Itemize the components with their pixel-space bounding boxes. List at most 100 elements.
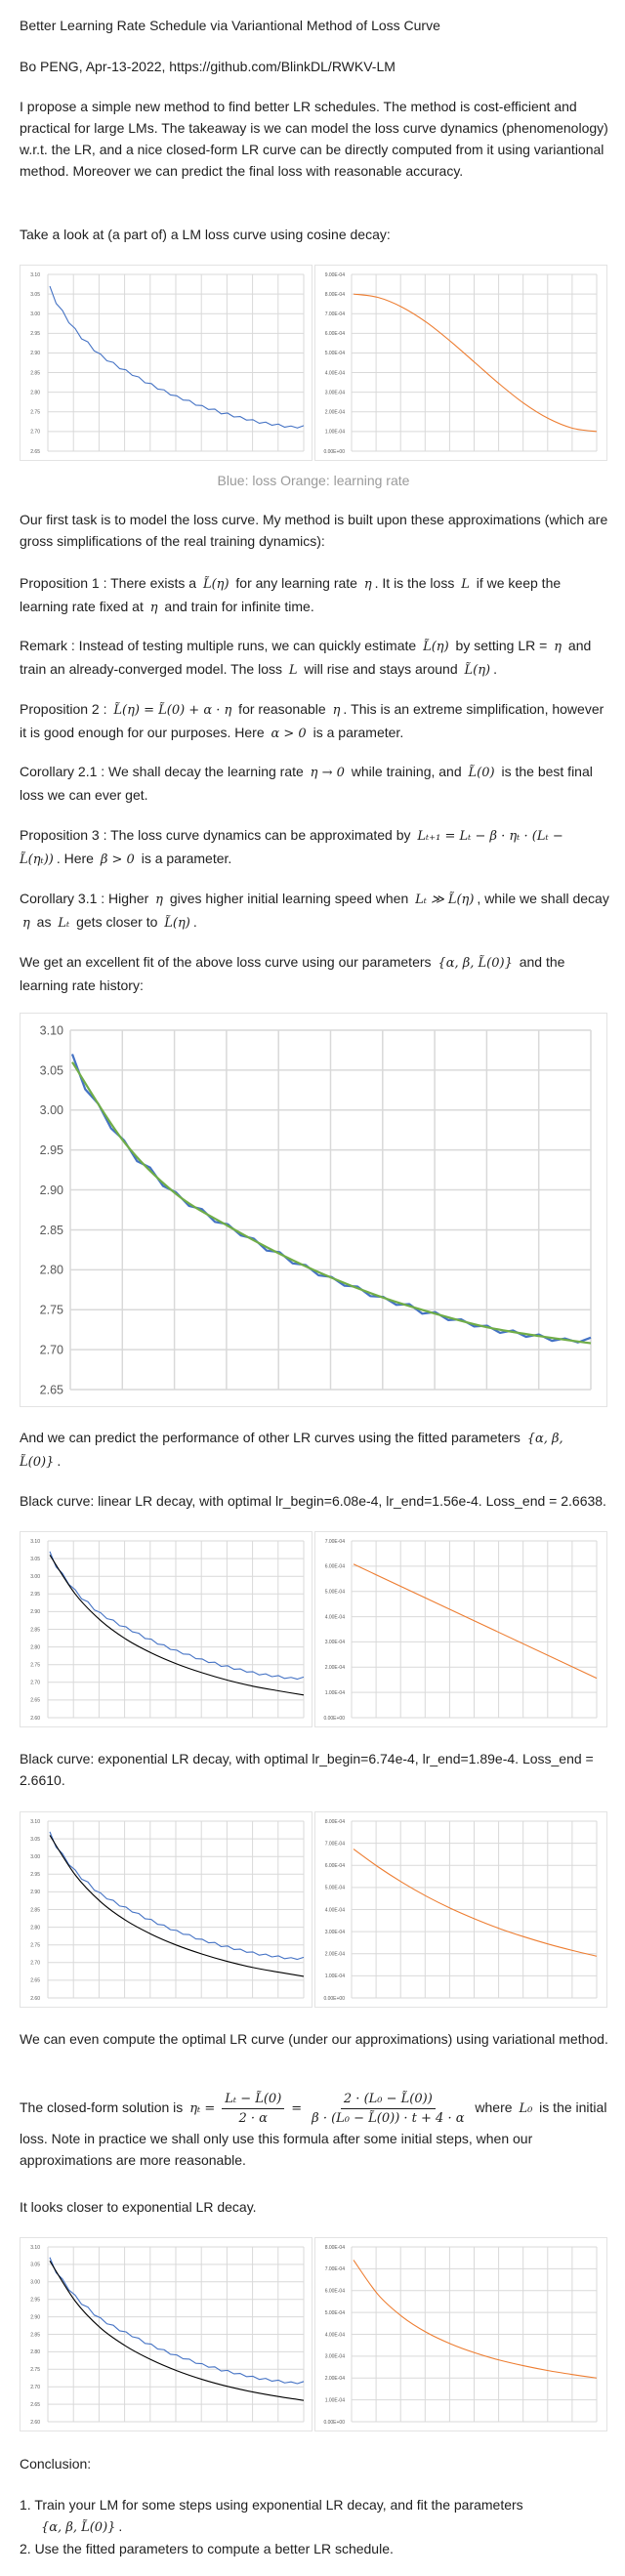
corollary-2-1: Corollary 2.1 : We shall decay the learn… [20,761,609,806]
corollary-3-1: Corollary 3.1 : Higher η gives higher in… [20,888,609,935]
y-tick-label: 3.00 [30,312,40,317]
equals-sign: = [291,2101,303,2117]
closed-form-paragraph: The closed-form solution is ηₜ = Lₜ − L̃(… [20,2090,609,2171]
y-tick-label: 3.05 [30,2263,40,2268]
y-tick-label: 3.05 [30,1557,40,1562]
math-expression: η [554,640,562,654]
text-segment: Proposition 1 : There exists a [20,575,200,591]
math-expression: {α, β, L̃(0)} [438,956,513,971]
text-segment: will rise and stays around [300,661,462,677]
series-line-0 [353,293,598,433]
fit-paragraph: We get an excellent fit of the above los… [20,951,609,996]
fraction-1-denominator: 2 · α [238,2111,268,2126]
y-tick-label: 1.00E-04 [325,1974,346,1979]
exponential-decay-text: Black curve: exponential LR decay, with … [20,1751,594,1788]
y-tick-label: 2.70 [30,1961,40,1967]
math-expression: L [461,577,470,592]
chart-cosine-lr: 0.00E+00 1.00E-04 2.00E-04 3.00E-04 4.00E-04… [314,265,607,461]
fraction-2-denominator: β · (L₀ − L̃(0)) · t + 4 · α [312,2111,465,2126]
y-tick-label: 3.05 [30,1837,40,1843]
text-segment: as [32,914,56,930]
y-tick-label: 2.90 [30,351,40,356]
text-segment: for reasonable [234,701,330,717]
y-tick-label: 6.00E-04 [325,1863,346,1869]
y-tick-label: 3.10 [40,1023,63,1037]
text-segment: We get an excellent fit of the above los… [20,954,436,970]
y-tick-label: 7.00E-04 [325,312,346,317]
math-expression: L̃(η) [423,640,449,654]
text-segment: is the best final loss we can ever get. [20,764,593,803]
math-expression: η [363,577,372,592]
variational-paragraph: We can even compute the optimal LR curve… [20,2031,608,2047]
page-title: Better Learning Rate Schedule via Varian… [20,18,440,33]
fraction-2-numerator: 2 · (L₀ − L̃(0)) [340,2090,436,2109]
y-tick-label: 0.00E+00 [323,1716,345,1722]
y-tick-label: 2.90 [40,1184,63,1197]
chart-exp-loss: 2.60 2.65 2.70 2.75 2.80 2.85 2.90 2.95 3.00 3.05… [20,1811,312,2008]
closed-form-prefix: The closed-form solution is [20,2099,184,2116]
math-expression: Lₜ₊₁ = Lₜ − β · ηₜ · (Lₜ − L̃(ηₜ)) [20,829,563,867]
chart-cosine-lr: 0.00E+00 1.00E-04 2.00E-04 3.00E-04 4.00E-04… [323,272,598,455]
text-segment: . Here [56,851,98,866]
series-line-0 [49,1551,305,1681]
chart-optimal-loss: 2.60 2.65 2.70 2.75 2.80 2.85 2.90 2.95 3.00 3.05… [30,2245,305,2426]
text-segment: , while we shall decay [477,891,609,906]
y-tick-label: 2.70 [30,1681,40,1686]
text-segment: is a parameter. [137,851,232,866]
cosine-intro: Take a look at (a part of) a LM loss cur… [20,227,391,242]
y-tick-label: 2.75 [40,1304,63,1317]
y-tick-label: 2.85 [40,1224,63,1237]
chart-linear-loss: 2.60 2.65 2.70 2.75 2.80 2.85 2.90 2.95 3.00 3.05… [30,1539,305,1722]
text-segment: Proposition 2 : [20,701,111,717]
byline: Bo PENG, Apr-13-2022, https://github.com… [20,59,396,74]
first-task-paragraph: Our first task is to model the loss curv… [20,512,608,549]
series-line-0 [353,2260,598,2379]
y-tick-label: 3.00E-04 [325,1640,346,1645]
y-tick-label: 4.00E-04 [325,1907,346,1913]
chart-linear-lr: 0.00E+00 1.00E-04 2.00E-04 3.00E-04 4.00E-04… [314,1531,607,1727]
chart-exp-loss: 2.60 2.65 2.70 2.75 2.80 2.85 2.90 2.95 3.00 3.05… [30,1819,305,2002]
math-expression: η [332,703,341,718]
text-segment: and the learning rate history: [20,954,565,993]
linear-decay-text: Black curve: linear LR decay, with optim… [20,1493,606,1509]
math-expression: η → 0 [310,766,345,780]
chart-exp-lr: 0.00E+00 1.00E-04 2.00E-04 3.00E-04 4.00E-04… [314,1811,607,2008]
looks-closer-text: It looks closer to exponential LR decay. [20,2199,257,2215]
y-tick-label: 3.00E-04 [325,2354,346,2360]
y-tick-label: 0.00E+00 [323,2420,345,2426]
text-segment: . [493,661,497,677]
y-tick-label: 2.00E-04 [325,410,346,416]
conclusion-step-1: 1. Train your LM for some steps using ex… [20,2494,609,2539]
y-tick-label: 5.00E-04 [325,2310,346,2316]
y-tick-label: 2.90 [30,1890,40,1895]
chart-exp-lr: 0.00E+00 1.00E-04 2.00E-04 3.00E-04 4.00E-04… [323,1819,598,2002]
y-tick-label: 3.10 [30,272,40,278]
y-tick-label: 6.00E-04 [325,2289,346,2295]
y-tick-label: 3.00 [30,1574,40,1580]
y-tick-label: 2.70 [30,430,40,436]
math-expression: L̃(η) [464,663,491,678]
text-segment: and train for infinite time. [160,599,314,614]
y-tick-label: 2.00E-04 [325,1952,346,1958]
series-line-0 [49,1831,305,1961]
math-expression: η [155,893,163,907]
math-expression: {α, β, L̃(0)} [20,1432,563,1470]
math-expression: L̃(0) [468,766,495,780]
chart-optimal-lr: 0.00E+00 1.00E-04 2.00E-04 3.00E-04 4.00E-04… [314,2237,607,2431]
math-expression: β > 0 [100,852,135,867]
y-tick-label: 2.90 [30,1609,40,1615]
y-tick-label: 1.00E-04 [325,1690,346,1696]
y-tick-label: 8.00E-04 [325,1819,346,1825]
fraction-1: Lₜ − L̃(0) 2 · α [222,2090,285,2128]
math-expression: η [149,601,158,615]
y-tick-label: 4.00E-04 [325,1614,346,1620]
y-tick-label: 2.85 [30,2332,40,2338]
y-tick-label: 2.70 [30,2385,40,2390]
y-tick-label: 2.65 [30,2402,40,2408]
y-tick-label: 3.00 [30,1854,40,1860]
y-tick-label: 3.00 [40,1103,63,1117]
series-line-1 [49,1835,305,1977]
y-tick-label: 2.95 [30,1592,40,1598]
y-tick-label: 2.95 [30,2297,40,2303]
y-tick-label: 2.70 [40,1343,63,1356]
